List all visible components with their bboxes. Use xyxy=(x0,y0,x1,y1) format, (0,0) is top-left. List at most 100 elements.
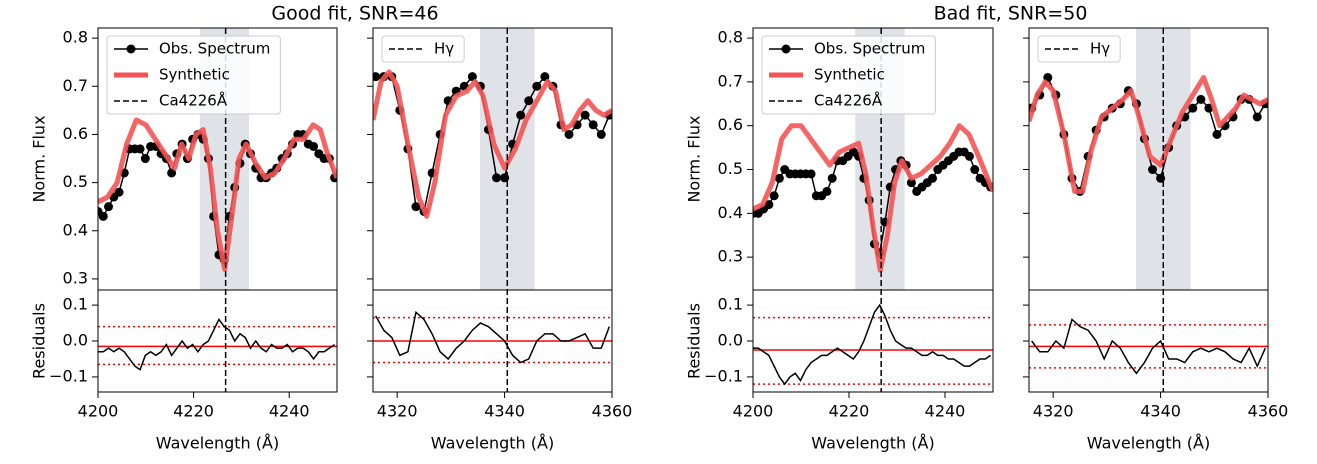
spectrum-point xyxy=(827,173,837,183)
x-axis-label: Wavelength (Å) xyxy=(811,434,934,453)
y-tick-label: 0.7 xyxy=(63,76,88,95)
spectrum-point xyxy=(467,72,477,82)
residual-area xyxy=(98,318,337,371)
spectrum-point xyxy=(524,96,534,106)
y-tick-label: 0.3 xyxy=(718,247,743,266)
plot-area xyxy=(753,123,993,273)
spectrum-point xyxy=(492,173,502,183)
y-tick-label: −0.1 xyxy=(704,366,743,385)
x-tick-label: 4240 xyxy=(925,402,966,421)
plot-area xyxy=(1029,73,1268,196)
spectrum-point xyxy=(1188,103,1198,113)
spectrum-point xyxy=(411,202,421,212)
legend: Hγ xyxy=(381,35,465,63)
x-tick-label: 4340 xyxy=(484,402,525,421)
y-tick-label: 0.4 xyxy=(718,203,743,222)
spectrum-point xyxy=(822,186,832,196)
spectrum-point xyxy=(580,110,590,120)
x-tick-label: 4340 xyxy=(1140,402,1181,421)
spectrum-point xyxy=(769,191,779,201)
spectrum-point xyxy=(1196,94,1206,104)
plot-area xyxy=(373,69,612,219)
spectrum-point xyxy=(964,151,974,161)
spectrum-point xyxy=(309,141,319,151)
y-tick-label: 0.6 xyxy=(718,115,743,134)
x-axis-label: Wavelength (Å) xyxy=(156,434,279,453)
y-tick-label: 0.3 xyxy=(63,268,88,287)
legend-label: Synthetic xyxy=(159,66,230,84)
x-tick-label: 4200 xyxy=(733,402,774,421)
spectrum-point xyxy=(806,169,816,179)
y-axis-label: Norm. Flux xyxy=(685,115,704,202)
legend-box xyxy=(761,35,936,115)
y-tick-label: 0.5 xyxy=(63,172,88,191)
x-tick-label: 4240 xyxy=(269,402,310,421)
x-tick-label: 4220 xyxy=(829,402,870,421)
legend: Hγ xyxy=(1037,35,1121,63)
spectrum-point xyxy=(532,81,542,91)
y-axis-label: Residuals xyxy=(30,303,49,379)
legend-label: Ca4226Å xyxy=(814,91,883,110)
x-axis-label: Wavelength (Å) xyxy=(1087,434,1210,453)
legend-swatch xyxy=(126,44,136,54)
spectrum-point xyxy=(588,120,598,130)
spectrum-point xyxy=(104,202,114,212)
y-axis-label: Norm. Flux xyxy=(30,115,49,202)
plot-area xyxy=(98,117,337,272)
y-tick-label: 0.6 xyxy=(63,124,88,143)
y-tick-label: 0.5 xyxy=(718,159,743,178)
y-tick-label: 0.1 xyxy=(63,295,88,314)
chart-title: Bad fit, SNR=50 xyxy=(934,3,1088,25)
y-tick-label: −0.1 xyxy=(49,366,88,385)
legend-label: Obs. Spectrum xyxy=(814,40,925,58)
axes-frame xyxy=(752,289,994,393)
legend-swatch xyxy=(781,44,791,54)
spectrum-line xyxy=(1029,75,1268,194)
y-tick-label: 0.7 xyxy=(718,71,743,90)
legend-label: Synthetic xyxy=(814,66,885,84)
y-tick-label: 0.0 xyxy=(63,331,88,350)
axes-frame xyxy=(1028,289,1269,393)
y-axis-label: Residuals xyxy=(685,303,704,379)
spectrum-point xyxy=(516,110,526,120)
y-tick-label: 0.4 xyxy=(63,220,88,239)
spectrum-point xyxy=(373,72,381,82)
spectrum-point xyxy=(1212,129,1222,139)
spectrum-point xyxy=(98,211,108,221)
residual-line xyxy=(753,303,992,386)
spectrum-line xyxy=(98,117,337,272)
y-tick-label: 0.0 xyxy=(718,331,743,350)
spectrum-point xyxy=(135,144,145,154)
spectrum-point xyxy=(1252,112,1262,122)
legend-label: Hγ xyxy=(434,40,454,58)
legend-box xyxy=(381,35,465,63)
spectrum-point xyxy=(564,129,574,139)
spectrum-point xyxy=(970,165,980,175)
spectrum-point xyxy=(774,173,784,183)
spectrum-point xyxy=(140,154,150,164)
y-tick-label: 0.1 xyxy=(718,295,743,314)
legend-label: Ca4226Å xyxy=(159,91,228,110)
x-tick-label: 4220 xyxy=(173,402,214,421)
spectrum-point xyxy=(906,178,916,188)
residual-area xyxy=(1029,318,1268,375)
legend: Obs. Spectrum Synthetic Ca4226Å xyxy=(761,35,936,115)
legend-box xyxy=(1037,35,1121,63)
y-tick-label: 0.8 xyxy=(718,28,743,47)
spectrum-point xyxy=(167,168,177,178)
spectrum-point xyxy=(596,129,606,139)
x-tick-label: 4360 xyxy=(1248,402,1289,421)
legend: Obs. Spectrum Synthetic Ca4226Å xyxy=(106,35,281,115)
x-tick-label: 4360 xyxy=(592,402,633,421)
residual-line xyxy=(98,318,336,371)
axes-frame xyxy=(97,289,338,393)
x-axis-label: Wavelength (Å) xyxy=(431,434,554,453)
spectrum-line xyxy=(373,69,612,219)
spectrum-line xyxy=(753,123,993,273)
x-tick-label: 4200 xyxy=(78,402,119,421)
x-tick-label: 4320 xyxy=(1033,402,1074,421)
spectrum-point xyxy=(1148,165,1158,175)
residual-area xyxy=(753,303,993,386)
x-tick-label: 4320 xyxy=(377,402,418,421)
